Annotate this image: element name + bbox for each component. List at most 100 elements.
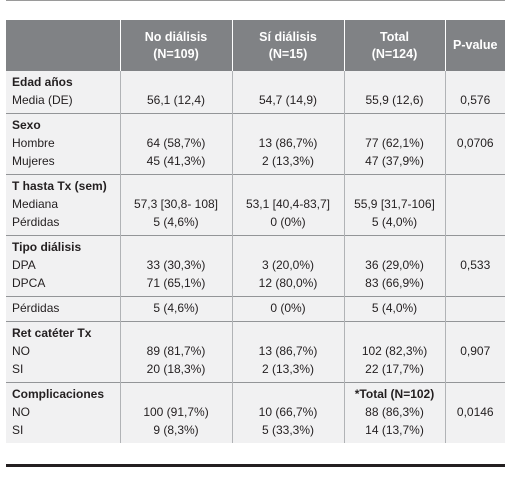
row-label-cell: DPA bbox=[6, 256, 120, 274]
row-label-cell: T hasta Tx (sem) bbox=[6, 174, 120, 195]
table-row: DPCA 71 (65,1%) 12 (80,0%) 83 (66,9%) bbox=[6, 274, 505, 297]
row-label-cell: Media (DE) bbox=[6, 91, 120, 114]
value-cell bbox=[444, 382, 505, 403]
value-cell: 12 (80,0%) bbox=[231, 274, 344, 297]
value-cell bbox=[119, 382, 232, 403]
value-cell: 47 (37,9%) bbox=[343, 152, 445, 175]
value-cell: 5 (4,6%) bbox=[119, 213, 232, 236]
column-header-line: (N=124) bbox=[371, 46, 418, 61]
column-header-3: Total (N=124) bbox=[343, 20, 445, 71]
column-header-line: Sí diálisis bbox=[259, 29, 317, 44]
row-label-cell: DPCA bbox=[6, 274, 120, 297]
row-label-cell: Complicaciones bbox=[6, 382, 120, 403]
bottom-rule bbox=[6, 464, 505, 467]
value-cell: 0 (0%) bbox=[231, 296, 344, 322]
value-cell bbox=[444, 152, 505, 175]
value-cell: 0,0146 bbox=[444, 403, 505, 421]
table-row: Mujeres 45 (41,3%) 2 (13,3%) 47 (37,9%) bbox=[6, 152, 505, 175]
value-cell: 22 (17,7%) bbox=[343, 360, 445, 383]
value-cell: 36 (29,0%) bbox=[343, 256, 445, 274]
value-cell bbox=[119, 113, 232, 134]
row-label-cell: Mujeres bbox=[6, 152, 120, 175]
value-cell bbox=[444, 195, 505, 213]
value-cell: 55,9 (12,6) bbox=[343, 91, 445, 114]
table-row: Mediana 57,3 [30,8- 108] 53,1 [40,4-83,7] 5… bbox=[6, 195, 505, 213]
value-cell: *Total (N=102) bbox=[343, 382, 445, 403]
value-cell bbox=[343, 321, 445, 342]
row-label-cell: Pérdidas bbox=[6, 213, 120, 236]
dialysis-comparison-table: No diálisis (N=109) Sí diálisis (N=15) Total… bbox=[6, 20, 505, 443]
value-cell: 102 (82,3%) bbox=[343, 342, 445, 360]
value-cell: 56,1 (12,4) bbox=[119, 91, 232, 114]
row-label-cell: Tipo diálisis bbox=[6, 235, 120, 256]
row-label-cell: Mediana bbox=[6, 195, 120, 213]
value-cell: 0,576 bbox=[444, 91, 505, 114]
column-header-2: Sí diálisis (N=15) bbox=[231, 20, 344, 71]
table-row: Ret catéter Tx bbox=[6, 321, 505, 342]
header-row: No diálisis (N=109) Sí diálisis (N=15) Total… bbox=[6, 20, 505, 71]
value-cell: 54,7 (14,9) bbox=[231, 91, 344, 114]
value-cell bbox=[444, 296, 505, 322]
value-cell bbox=[343, 71, 445, 91]
value-cell: 57,3 [30,8- 108] bbox=[119, 195, 232, 213]
table-body: Edad años Media (DE) 56,1 (12,4) 54,7 (14,9… bbox=[6, 71, 505, 443]
row-label-cell: Pérdidas bbox=[6, 296, 120, 322]
row-label-cell: Ret catéter Tx bbox=[6, 321, 120, 342]
value-cell: 5 (33,3%) bbox=[231, 421, 344, 443]
value-cell bbox=[444, 274, 505, 297]
value-cell bbox=[119, 235, 232, 256]
row-label-cell: Sexo bbox=[6, 113, 120, 134]
value-cell bbox=[444, 360, 505, 383]
value-cell: 33 (30,3%) bbox=[119, 256, 232, 274]
value-cell bbox=[444, 321, 505, 342]
table-row: T hasta Tx (sem) bbox=[6, 174, 505, 195]
table-row: DPA 33 (30,3%) 3 (20,0%) 36 (29,0%) 0,533 bbox=[6, 256, 505, 274]
value-cell: 2 (13,3%) bbox=[231, 360, 344, 383]
table-row: Sexo bbox=[6, 113, 505, 134]
value-cell bbox=[444, 421, 505, 443]
value-cell bbox=[231, 113, 344, 134]
table-row: Tipo diálisis bbox=[6, 235, 505, 256]
value-cell: 5 (4,0%) bbox=[343, 213, 445, 236]
value-cell bbox=[119, 71, 232, 91]
table-row: Hombre 64 (58,7%) 13 (86,7%) 77 (62,1%) 0,07… bbox=[6, 134, 505, 152]
row-label-cell: NO bbox=[6, 403, 120, 421]
value-cell bbox=[444, 71, 505, 91]
top-rule bbox=[6, 0, 505, 1]
value-cell: 0,907 bbox=[444, 342, 505, 360]
value-cell: 0,0706 bbox=[444, 134, 505, 152]
value-cell bbox=[343, 174, 445, 195]
column-header-0 bbox=[6, 20, 120, 71]
value-cell: 10 (66,7%) bbox=[231, 403, 344, 421]
column-header-1: No diálisis (N=109) bbox=[119, 20, 232, 71]
value-cell: 5 (4,0%) bbox=[343, 296, 445, 322]
value-cell bbox=[444, 113, 505, 134]
column-header-line: No diálisis bbox=[144, 29, 208, 44]
value-cell: 14 (13,7%) bbox=[343, 421, 445, 443]
value-cell: 13 (86,7%) bbox=[231, 134, 344, 152]
value-cell bbox=[119, 174, 232, 195]
value-cell bbox=[119, 321, 232, 342]
row-label-cell: SI bbox=[6, 421, 120, 443]
table-row: Edad años bbox=[6, 71, 505, 91]
value-cell bbox=[343, 235, 445, 256]
value-cell bbox=[444, 213, 505, 236]
value-cell bbox=[231, 174, 344, 195]
table-row: Complicaciones *Total (N=102) bbox=[6, 382, 505, 403]
value-cell: 71 (65,1%) bbox=[119, 274, 232, 297]
value-cell: 88 (86,3%) bbox=[343, 403, 445, 421]
row-label-cell: NO bbox=[6, 342, 120, 360]
column-header-line: P-value bbox=[453, 38, 498, 52]
row-label-cell: Edad años bbox=[6, 71, 120, 91]
table-row: NO 100 (91,7%) 10 (66,7%) 88 (86,3%) 0,0146 bbox=[6, 403, 505, 421]
table-row: Pérdidas 5 (4,6%) 0 (0%) 5 (4,0%) bbox=[6, 296, 505, 322]
value-cell: 45 (41,3%) bbox=[119, 152, 232, 175]
value-cell: 20 (18,3%) bbox=[119, 360, 232, 383]
value-cell: 3 (20,0%) bbox=[231, 256, 344, 274]
value-cell: 5 (4,6%) bbox=[119, 296, 232, 322]
value-cell: 13 (86,7%) bbox=[231, 342, 344, 360]
table-row: NO 89 (81,7%) 13 (86,7%) 102 (82,3%) 0,907 bbox=[6, 342, 505, 360]
table-row: Pérdidas 5 (4,6%) 0 (0%) 5 (4,0%) bbox=[6, 213, 505, 236]
table-row: SI 9 (8,3%) 5 (33,3%) 14 (13,7%) bbox=[6, 421, 505, 443]
column-header-line: (N=15) bbox=[268, 46, 308, 61]
